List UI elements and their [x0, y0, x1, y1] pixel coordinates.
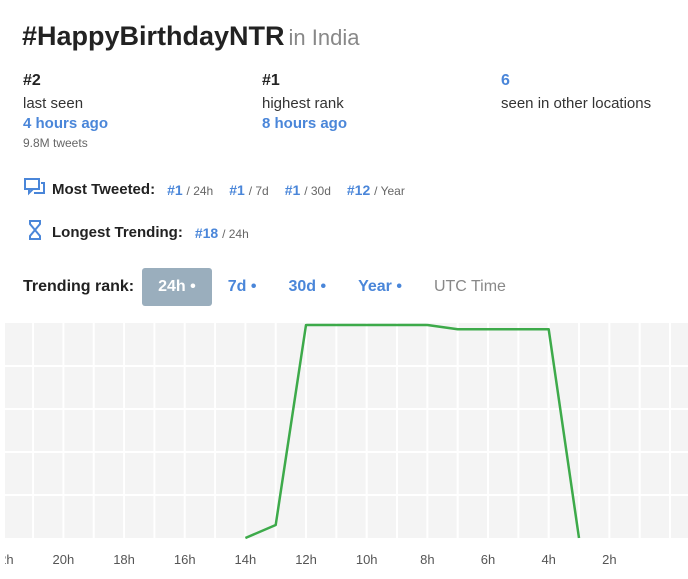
most-tweeted-row: Most Tweeted: #1 / 24h #1 / 7d #1 / 30d …	[24, 177, 421, 202]
stat-label: highest rank	[262, 95, 344, 112]
stat-last-seen: #2 last seen 4 hours ago 9.8M tweets	[23, 71, 243, 150]
chart-svg: 22h 20h 18h 16h 14h 12h 10h 8h 6h 4h 2h	[0, 323, 688, 567]
stat-value[interactable]: 6	[501, 72, 510, 89]
longest-trending-label: Longest Trending:	[52, 224, 183, 241]
stat-value: #1	[262, 72, 280, 89]
x-tick-label: 12h	[295, 552, 317, 567]
stat-label: last seen	[23, 95, 84, 112]
x-tick-label: 20h	[53, 552, 75, 567]
most-tweeted-30d[interactable]: #1 / 30d	[284, 181, 331, 198]
stat-other-locations[interactable]: 6 seen in other locations	[501, 71, 688, 114]
x-tick-label: 22h	[5, 552, 14, 567]
tab-24h[interactable]: 24h •	[142, 268, 212, 306]
tab-30d[interactable]: 30d •	[288, 278, 327, 295]
x-tick-label: 6h	[481, 552, 495, 567]
most-tweeted-year[interactable]: #12 / Year	[346, 181, 405, 198]
stat-time-link[interactable]: 8 hours ago	[262, 115, 348, 132]
x-tick-label: 4h	[541, 552, 555, 567]
most-tweeted-label: Most Tweeted:	[52, 181, 156, 198]
plot-background	[5, 323, 688, 538]
x-tick-label: 8h	[420, 552, 434, 567]
tab-7d[interactable]: 7d •	[227, 278, 257, 295]
x-tick-label: 10h	[356, 552, 378, 567]
x-tick-label: 2h	[602, 552, 616, 567]
trend-title: #HappyBirthdayNTR in India	[22, 21, 360, 52]
stat-time-link[interactable]: 4 hours ago	[23, 115, 109, 132]
tab-year[interactable]: Year •	[358, 278, 402, 295]
trending-rank-tabs: Trending rank: 24h • 7d • 30d • Year • U…	[23, 267, 522, 307]
longest-trending-row: Longest Trending: #18 / 24h	[24, 219, 265, 246]
trending-rank-label: Trending rank:	[23, 278, 135, 295]
utc-time-toggle[interactable]: UTC Time	[433, 278, 506, 295]
most-tweeted-24h[interactable]: #1 / 24h	[167, 181, 214, 198]
trending-rank-chart: 22h 20h 18h 16h 14h 12h 10h 8h 6h 4h 2h	[0, 323, 688, 579]
hashtag[interactable]: #HappyBirthdayNTR	[22, 21, 285, 51]
tweet-count: 9.8M tweets	[23, 136, 88, 150]
longest-trending-24h[interactable]: #18 / 24h	[194, 224, 249, 241]
hourglass-icon	[24, 219, 46, 246]
stat-value: #2	[23, 72, 41, 89]
x-tick-label: 14h	[235, 552, 257, 567]
chat-bubbles-icon	[24, 177, 46, 202]
most-tweeted-7d[interactable]: #1 / 7d	[229, 181, 269, 198]
rank-series-line	[244, 323, 581, 540]
x-tick-label: 18h	[113, 552, 135, 567]
location: in India	[288, 25, 360, 50]
stat-highest-rank: #1 highest rank 8 hours ago	[262, 71, 482, 134]
x-tick-label: 16h	[174, 552, 196, 567]
stat-label: seen in other locations	[501, 95, 652, 112]
